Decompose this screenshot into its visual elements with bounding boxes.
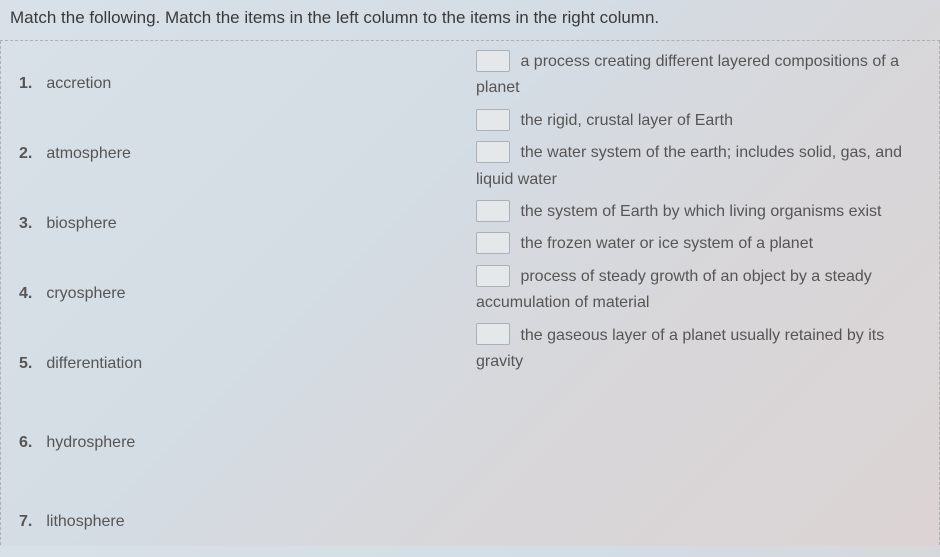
right-item-4: the system of Earth by which living orga… xyxy=(476,199,909,225)
right-item-3: the water system of the earth; includes … xyxy=(476,140,909,193)
answer-input-1[interactable] xyxy=(476,50,510,72)
left-item-3: 3. biosphere xyxy=(19,189,470,259)
item-number: 7. xyxy=(19,513,32,531)
answer-input-5[interactable] xyxy=(476,232,510,254)
definition-text: the water system of the earth; includes … xyxy=(476,144,902,187)
definition-text: the frozen water or ice system of a plan… xyxy=(520,235,813,252)
definition-text: the gaseous layer of a planet usually re… xyxy=(476,327,884,370)
item-label: cryosphere xyxy=(46,285,125,303)
left-item-2: 2. atmosphere xyxy=(19,119,470,189)
right-item-2: the rigid, crustal layer of Earth xyxy=(476,108,909,134)
definition-text: a process creating different layered com… xyxy=(476,53,899,96)
right-item-5: the frozen water or ice system of a plan… xyxy=(476,231,909,257)
item-label: biosphere xyxy=(46,215,116,233)
right-item-6: process of steady growth of an object by… xyxy=(476,264,909,317)
definition-text: the system of Earth by which living orga… xyxy=(520,203,881,220)
item-number: 6. xyxy=(19,434,32,452)
answer-input-7[interactable] xyxy=(476,323,510,345)
item-label: differentiation xyxy=(46,355,142,373)
instruction-text: Match the following. Match the items in … xyxy=(0,0,940,41)
left-item-5: 5. differentiation xyxy=(19,329,470,399)
item-label: lithosphere xyxy=(46,513,124,531)
right-column: a process creating different layered com… xyxy=(470,49,929,545)
left-item-1: 1. accretion xyxy=(19,49,470,119)
item-label: accretion xyxy=(46,75,111,93)
item-number: 3. xyxy=(19,215,32,233)
left-item-4: 4. cryosphere xyxy=(19,259,470,329)
answer-input-4[interactable] xyxy=(476,200,510,222)
definition-text: the rigid, crustal layer of Earth xyxy=(520,112,733,129)
matching-question: Match the following. Match the items in … xyxy=(0,0,940,546)
right-item-7: the gaseous layer of a planet usually re… xyxy=(476,323,909,376)
item-number: 1. xyxy=(19,75,32,93)
item-number: 5. xyxy=(19,355,32,373)
answer-input-3[interactable] xyxy=(476,141,510,163)
item-label: atmosphere xyxy=(46,145,131,163)
answer-input-6[interactable] xyxy=(476,265,510,287)
left-item-7: 7. lithosphere xyxy=(19,487,470,557)
answer-input-2[interactable] xyxy=(476,109,510,131)
left-column: 1. accretion 2. atmosphere 3. biosphere … xyxy=(11,49,470,545)
right-item-1: a process creating different layered com… xyxy=(476,49,909,102)
item-number: 2. xyxy=(19,145,32,163)
item-label: hydrosphere xyxy=(46,434,135,452)
left-item-6: 6. hydrosphere xyxy=(19,399,470,487)
definition-text: process of steady growth of an object by… xyxy=(476,268,872,311)
item-number: 4. xyxy=(19,285,32,303)
columns-wrapper: 1. accretion 2. atmosphere 3. biosphere … xyxy=(0,41,940,545)
